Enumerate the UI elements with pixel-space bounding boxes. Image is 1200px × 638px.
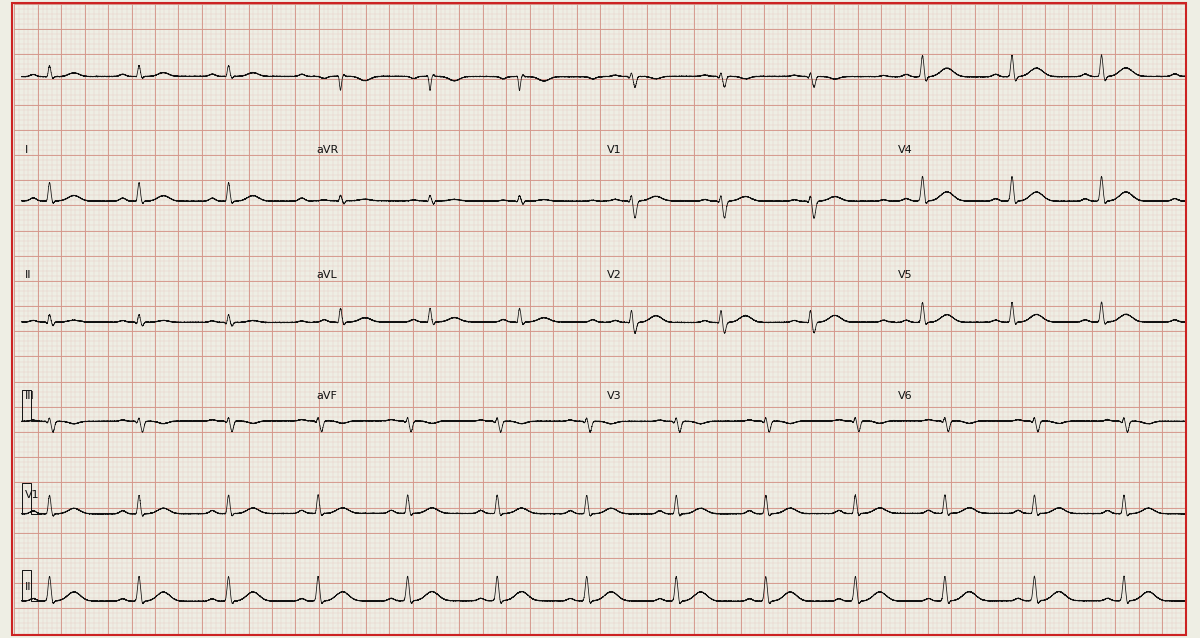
Text: III: III — [25, 390, 35, 401]
Text: V6: V6 — [898, 390, 913, 401]
Text: II: II — [25, 582, 31, 592]
Text: V2: V2 — [607, 269, 622, 279]
Text: V4: V4 — [898, 145, 913, 155]
Text: V1: V1 — [607, 145, 622, 155]
Text: II: II — [25, 269, 31, 279]
Text: I: I — [25, 145, 29, 155]
Text: V1: V1 — [25, 489, 40, 500]
Text: V5: V5 — [898, 269, 913, 279]
Text: aVF: aVF — [317, 390, 337, 401]
Text: V3: V3 — [607, 390, 622, 401]
Text: aVR: aVR — [317, 145, 338, 155]
Text: aVL: aVL — [317, 269, 337, 279]
